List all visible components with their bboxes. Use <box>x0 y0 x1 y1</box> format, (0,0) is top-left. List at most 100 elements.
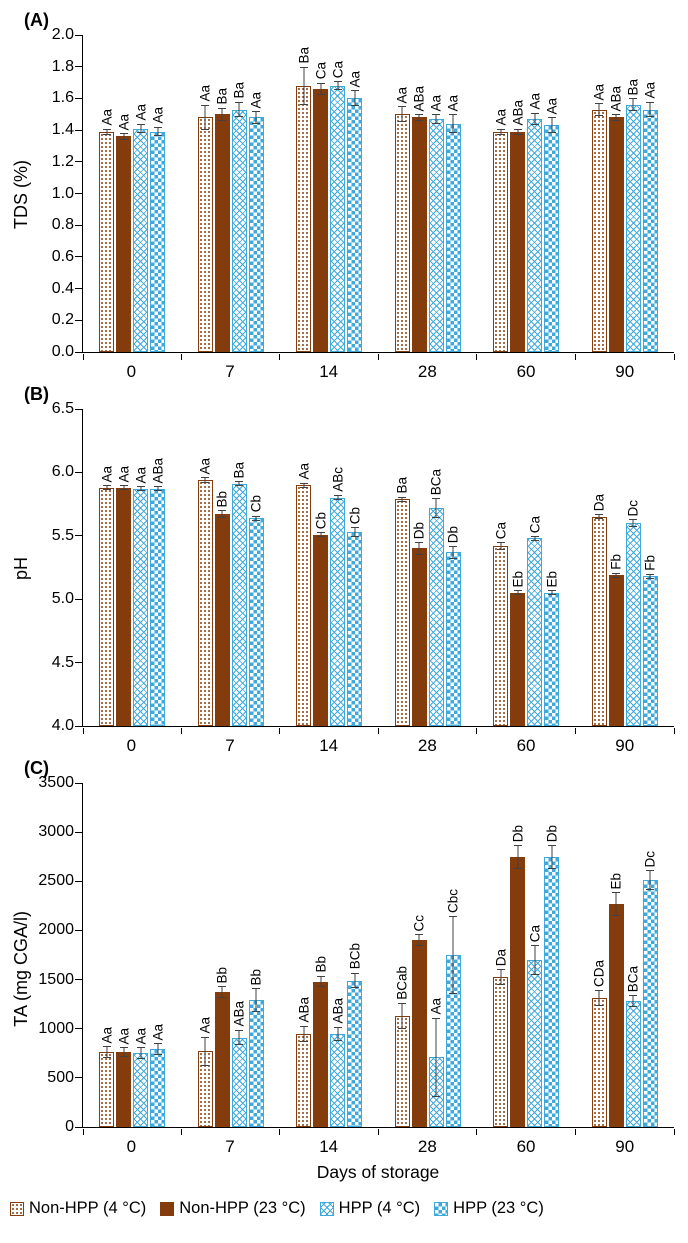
bar <box>625 523 641 726</box>
bar-slot: Aa <box>347 35 363 352</box>
bar <box>527 119 543 352</box>
bar <box>428 119 444 352</box>
y-tick-label: 1.2 <box>51 152 74 170</box>
bar-slot: Ca <box>330 35 346 352</box>
bar <box>214 992 230 1127</box>
error-bar <box>496 968 505 985</box>
error-bar <box>547 590 556 596</box>
y-tick-mark <box>75 880 82 882</box>
panel-label-a: (A) <box>24 10 49 30</box>
bar-slot: ABa <box>330 783 346 1127</box>
bar <box>231 483 247 726</box>
panel-label-b: (B) <box>24 384 49 404</box>
significance-label: Ba <box>231 82 247 99</box>
plot-area: Aa Aa Aa ABa Aa Bb Ba Cb Aa Cb ABc Cb Ba Db BCa Db Ca Eb C… <box>75 408 675 734</box>
bar-slot: Aa <box>99 35 115 352</box>
bar-slot: Aa <box>395 35 410 352</box>
error-bar <box>218 986 227 999</box>
bar <box>394 1015 410 1127</box>
bar-slot: ABa <box>232 783 247 1127</box>
bar <box>394 114 410 352</box>
bar <box>347 980 363 1127</box>
bar-slot: Dc <box>643 783 658 1127</box>
x-tick-label: 7 <box>225 362 235 381</box>
error-bar <box>530 945 539 975</box>
significance-label: Aa <box>133 104 148 121</box>
error-bar <box>201 477 210 483</box>
error-bar <box>496 128 505 135</box>
legend-item-hpp-23c: HPP (23 °C) <box>434 1199 544 1218</box>
bar <box>214 514 230 726</box>
y-axis-ticks: 0.0 0.2 0.4 0.6 0.8 1.0 1.2 1.4 1.6 1.8 2.0 <box>34 27 82 382</box>
error-bar <box>252 515 261 521</box>
legend-swatch-solid <box>160 1201 175 1216</box>
bar <box>150 1049 166 1127</box>
significance-label: Aa <box>197 457 213 475</box>
x-tick-mark <box>575 353 576 360</box>
y-tick-mark <box>75 535 82 537</box>
error-bar <box>316 975 325 988</box>
y-tick-label: 4.0 <box>51 717 74 734</box>
bar-slot: ABa <box>412 35 427 352</box>
error-bar <box>252 988 261 1013</box>
bar <box>150 488 166 726</box>
error-bar <box>119 133 128 140</box>
significance-label: Ba <box>394 476 410 494</box>
x-tick-mark <box>180 727 182 734</box>
significance-label: Aa <box>150 107 165 124</box>
significance-label: Aa <box>197 85 213 102</box>
bar-group: ABa Bb ABa BCb <box>280 783 379 1127</box>
bar-slot: Aa <box>592 35 607 352</box>
bar <box>231 109 247 352</box>
significance-label: Aa <box>428 94 444 112</box>
x-tick-mark <box>82 727 84 734</box>
bar <box>510 856 526 1127</box>
bar <box>591 516 607 726</box>
y-axis-ticks: 4.0 4.5 5.0 5.5 6.0 6.5 <box>34 401 82 756</box>
significance-label: Aa <box>116 113 131 131</box>
x-tick-mark <box>82 353 84 360</box>
bar-slot: ABa <box>150 409 166 726</box>
error-bar <box>153 126 162 137</box>
plot-area: Aa Aa Aa Aa Aa Bb ABa Bb ABa Bb ABa BCb BCab Cc Aa Cbc D… <box>75 782 675 1135</box>
significance-label: Db <box>510 824 525 842</box>
significance-label: BCab <box>394 966 410 1001</box>
bar <box>642 576 658 726</box>
bar-group: Ba Db BCa Db <box>379 409 478 726</box>
x-tick-label: 0 <box>126 362 137 381</box>
error-bar <box>333 80 342 91</box>
significance-label: Aa <box>133 466 148 484</box>
bar-slot: Aa <box>296 409 312 726</box>
bar-slot: Aa <box>527 35 543 352</box>
x-tick-mark <box>279 1128 281 1135</box>
significance-label: Ca <box>313 62 328 80</box>
bar <box>197 117 213 352</box>
significance-label: ABc <box>330 467 345 493</box>
y-tick-mark <box>75 831 82 833</box>
significance-label: Cb <box>248 495 264 513</box>
bar <box>133 128 149 352</box>
significance-label: Ca <box>493 521 508 540</box>
y-tick-label: 6.0 <box>51 463 74 481</box>
bar <box>642 880 658 1127</box>
bar-group: Aa ABa Aa Aa <box>379 35 478 352</box>
significance-label: Aa <box>493 109 508 126</box>
bar-slot: Dc <box>626 409 641 726</box>
bar-slot: Eb <box>609 783 624 1127</box>
bar-group: Da Fb Dc Fb <box>576 409 675 726</box>
bar-slot: Ba <box>626 35 641 352</box>
bar-slot: Eb <box>544 409 560 726</box>
legend-swatch-checker <box>434 1201 449 1216</box>
legend-item-non-hpp-4c: Non-HPP (4 °C) <box>10 1199 146 1218</box>
bar <box>411 548 427 726</box>
x-tick-mark <box>279 353 281 360</box>
x-axis-title: Days of storage <box>316 1162 440 1182</box>
bar-group: Aa Aa Aa Aa <box>83 783 182 1127</box>
error-bar <box>235 481 244 487</box>
x-tick-label: 90 <box>615 1137 635 1156</box>
bar <box>591 109 607 352</box>
significance-label: Da <box>591 493 607 512</box>
x-tick-label: 28 <box>417 1137 437 1156</box>
error-bar <box>119 485 128 491</box>
error-bar <box>316 82 325 96</box>
